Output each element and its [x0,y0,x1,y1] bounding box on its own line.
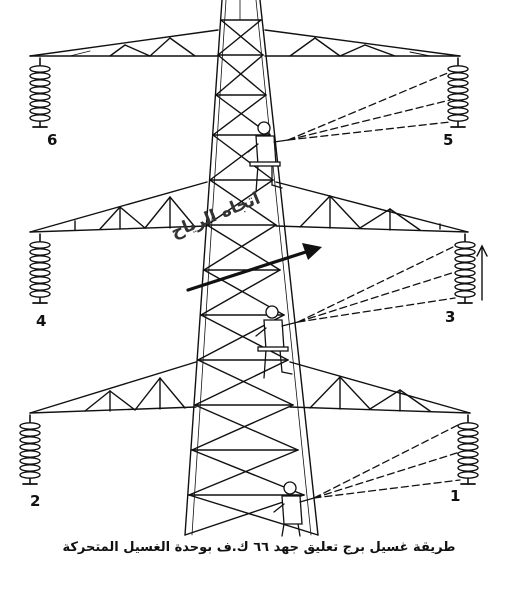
insulator-number-2: 2 [30,492,41,510]
insulator-number-4: 4 [36,312,47,330]
water-spray-jets [287,71,461,499]
insulator-number-6: 6 [47,131,58,149]
insulator-number-3: 3 [445,308,456,326]
worker-top [247,121,289,193]
wind-direction-arrow [186,243,322,292]
insulator-3 [454,233,476,304]
insulator-number-5: 5 [443,131,454,149]
cross-arm-middle [29,181,469,233]
insulator-6 [29,57,51,128]
worker-bottom [273,481,315,537]
tower-body [184,0,319,536]
figure-caption: طريقة غسيل برج تعليق جهد ٦٦ ك.ف بوحدة ال… [62,540,456,555]
upward-arrow [476,244,488,301]
cross-arm-bottom [29,361,471,414]
insulator-1 [457,414,479,485]
worker-middle [255,305,299,379]
insulator-number-1: 1 [450,487,461,505]
cross-arm-top [29,29,461,57]
insulator-2 [19,414,41,485]
insulator-5 [447,57,469,128]
insulator-4 [29,233,51,304]
